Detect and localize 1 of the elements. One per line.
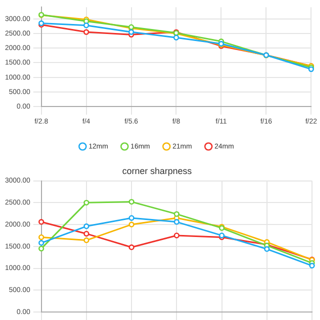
chart-title: corner sharpness: [122, 166, 192, 176]
